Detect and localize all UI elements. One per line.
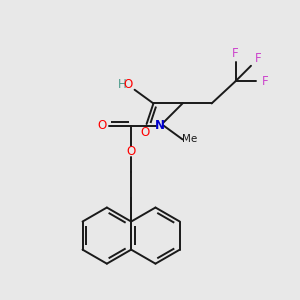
Text: O: O (140, 126, 149, 139)
Text: O: O (98, 119, 107, 132)
Text: F: F (232, 47, 239, 60)
Text: Me: Me (182, 134, 197, 144)
Text: F: F (254, 52, 261, 65)
Text: O: O (127, 145, 136, 158)
Text: O: O (123, 78, 132, 91)
Text: F: F (261, 75, 268, 88)
Text: H: H (118, 78, 126, 91)
Text: N: N (155, 119, 165, 132)
